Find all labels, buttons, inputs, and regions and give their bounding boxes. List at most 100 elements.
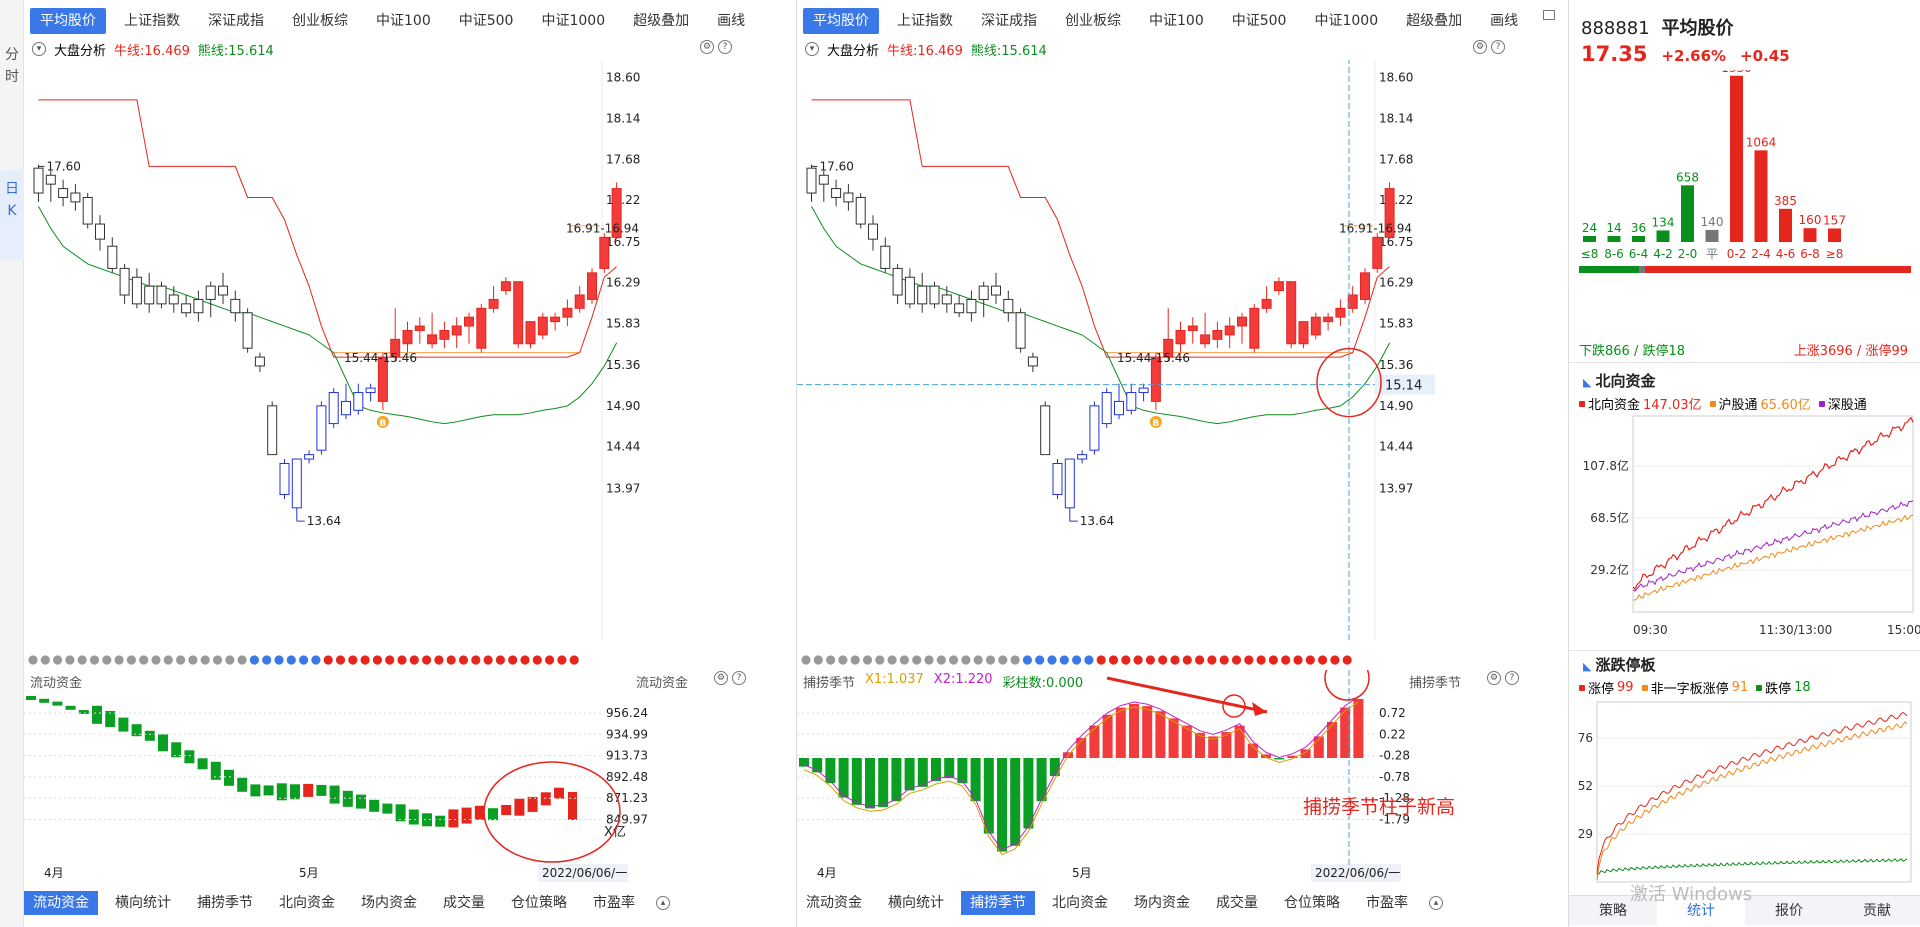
indicator-tab-1[interactable]: 横向统计 [115,895,171,911]
price-tick: 17.68 [606,152,640,166]
rail-item-timeshare[interactable]: 分 时 [5,47,19,85]
candle-body [991,285,1001,296]
liquidity-bar [488,808,498,821]
collapse-icon[interactable]: ▴ [1429,896,1443,910]
candle [917,272,928,313]
indicator-tab-2[interactable]: 捕捞季节 [961,891,1035,915]
maximize-icon[interactable] [1543,10,1555,20]
candle [464,312,474,344]
settings-icon[interactable]: ⚙ [700,40,714,54]
candle [341,383,351,420]
down-ratio-bar [1579,266,1639,273]
candle [488,286,499,313]
tab-index-0[interactable]: 平均股价 [803,8,879,34]
tab-index-1[interactable]: 上证指数 [897,13,953,29]
season-chart[interactable]: 0.72 0.22 -0.28 -0.78 -1.28 -1.79 4月 5月 2022/06/… [797,670,1569,885]
chevron-down-icon[interactable]: ▾ [805,42,819,56]
candle-body [1126,392,1137,411]
settings-icon[interactable]: ⚙ [714,671,728,685]
liquidity-bar [342,790,353,807]
right-tab-3[interactable]: 贡献 [1863,903,1891,919]
indicator-tab-3[interactable]: 北向资金 [279,895,335,911]
candle-body [1323,316,1334,323]
chevron-down-icon[interactable]: ▾ [32,42,46,56]
candle-body [131,276,142,305]
time-tick: 11:30/13:00 [1759,623,1832,637]
tab-index-5[interactable]: 中证500 [458,13,514,29]
indicator-tab-6[interactable]: 仓位策略 [511,895,567,911]
signal-dot [89,655,100,665]
indicator-tab-4[interactable]: 场内资金 [361,895,417,911]
help-icon[interactable]: ? [1491,40,1505,54]
tab-index-3[interactable]: 创业板综 [1065,13,1121,29]
tab-index-2[interactable]: 深证成指 [981,13,1037,29]
help-icon[interactable]: ? [1505,671,1519,685]
candle [843,184,854,211]
divider [1569,362,1920,363]
settings-icon[interactable]: ⚙ [1473,40,1487,54]
tab-index-8[interactable]: 画线 [717,13,746,29]
tab-index-7[interactable]: 超级叠加 [1406,13,1463,29]
settings-icon[interactable]: ⚙ [1487,671,1501,685]
kline-chart[interactable]: 18.60 18.14 17.68 17.22 16.75 16.29 15.83 15.36… [24,60,796,640]
tab-index-1[interactable]: 上证指数 [124,13,180,29]
candle [574,286,585,313]
tab-index-7[interactable]: 超级叠加 [633,13,690,29]
right-tab-0[interactable]: 策略 [1599,903,1627,919]
indicator-tab-0[interactable]: 流动资金 [24,891,98,915]
indicator-tab-5[interactable]: 成交量 [1216,895,1258,911]
tab-index-4[interactable]: 中证100 [376,13,431,29]
signal-dot [1268,655,1278,665]
analysis-name[interactable]: 大盘分析 [827,43,880,59]
indicator-tab-5[interactable]: 成交量 [443,895,485,911]
candle-body [525,321,536,345]
right-tab-2[interactable]: 报价 [1775,903,1803,919]
tab-index-6[interactable]: 中证1000 [1314,13,1379,29]
indicator-tab-0[interactable]: 流动资金 [806,895,862,911]
season-bar [944,758,955,779]
indicator-tab-7[interactable]: 市盈率 [1366,895,1408,911]
tab-index-8[interactable]: 画线 [1490,13,1519,29]
tab-index-0[interactable]: 平均股价 [30,8,106,34]
indicator-tab-4[interactable]: 场内资金 [1134,895,1190,911]
tab-index-6[interactable]: 中证1000 [541,13,606,29]
kline-chart[interactable]: 18.60 18.14 17.68 17.22 16.75 16.29 15.83 15.36… [797,60,1569,640]
signal-dot [961,655,971,665]
candle [304,450,315,464]
liquidity-chart[interactable]: 956.24934.99913.73892.48871.23849.97X亿4月… [24,670,796,885]
limit-tick: 76 [1578,731,1593,745]
help-icon[interactable]: ? [718,40,732,54]
analysis-name[interactable]: 大盘分析 [54,43,107,59]
signal-dot [458,655,469,665]
candle [119,263,130,304]
range-mid-label: 15.44-15.46 [1117,351,1190,365]
dist-value: 658 [1676,170,1699,184]
legend-item: 北向资金 147.03亿 [1579,394,1702,413]
season-tick: -1.79 [1379,813,1410,827]
indicator-tab-7[interactable]: 市盈率 [593,895,635,911]
tab-index-5[interactable]: 中证500 [1231,13,1287,29]
tab-index-4[interactable]: 中证100 [1149,13,1204,29]
index-code: 888881 [1581,18,1650,39]
dist-label: 4-6 [1776,247,1796,261]
indicator-tab-3[interactable]: 北向资金 [1052,895,1108,911]
indicator-tab-6[interactable]: 仓位策略 [1284,895,1340,911]
indicator-tab-2[interactable]: 捕捞季节 [197,895,253,911]
season-tick: 0.72 [1379,706,1406,720]
tab-index-2[interactable]: 深证成指 [208,13,264,29]
indicator-tab-1[interactable]: 横向统计 [888,895,944,911]
candle [193,290,204,322]
candle-body [168,294,179,305]
help-icon[interactable]: ? [732,671,746,685]
rail-item-daily-k[interactable]: 日 K [0,170,24,260]
candle-body [365,387,376,394]
right-tab-1[interactable]: 统计 [1657,896,1745,925]
collapse-icon[interactable]: ▴ [656,896,670,910]
signal-dot [1182,655,1192,665]
candle-body [488,298,499,309]
signal-dot [1072,655,1082,665]
down-count: 下跌866 / 跌停18 [1579,344,1685,359]
tab-index-3[interactable]: 创业板综 [292,13,348,29]
signal-dot [40,655,50,665]
candle-body [1015,312,1026,349]
